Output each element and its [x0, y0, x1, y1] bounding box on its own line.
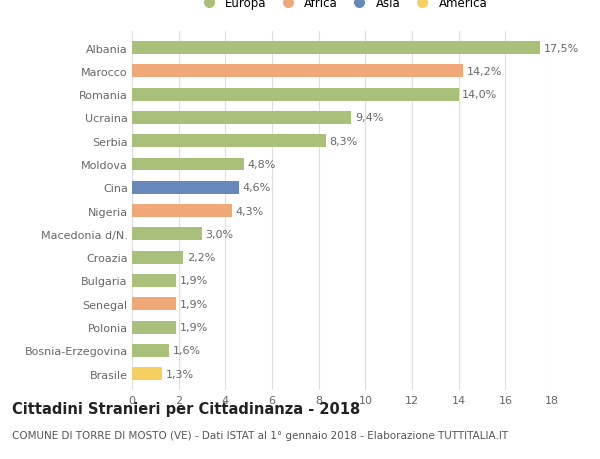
Bar: [132, 368, 163, 380]
Bar: [132, 251, 184, 264]
Text: 1,6%: 1,6%: [173, 346, 201, 356]
Text: 8,3%: 8,3%: [329, 136, 358, 146]
Text: 14,2%: 14,2%: [467, 67, 502, 77]
Text: 1,9%: 1,9%: [180, 322, 208, 332]
Text: 2,2%: 2,2%: [187, 252, 215, 263]
Bar: [132, 321, 176, 334]
Bar: [132, 65, 463, 78]
Text: 3,0%: 3,0%: [205, 230, 233, 240]
Bar: [132, 228, 202, 241]
Text: 1,9%: 1,9%: [180, 276, 208, 286]
Bar: [132, 274, 176, 287]
Bar: [132, 181, 239, 194]
Text: 17,5%: 17,5%: [544, 44, 579, 53]
Text: 9,4%: 9,4%: [355, 113, 383, 123]
Bar: [132, 205, 232, 218]
Bar: [132, 135, 326, 148]
Text: 1,3%: 1,3%: [166, 369, 194, 379]
Text: 1,9%: 1,9%: [180, 299, 208, 309]
Bar: [132, 89, 458, 101]
Text: 4,3%: 4,3%: [236, 206, 264, 216]
Bar: [132, 158, 244, 171]
Text: COMUNE DI TORRE DI MOSTO (VE) - Dati ISTAT al 1° gennaio 2018 - Elaborazione TUT: COMUNE DI TORRE DI MOSTO (VE) - Dati IST…: [12, 431, 508, 441]
Text: Cittadini Stranieri per Cittadinanza - 2018: Cittadini Stranieri per Cittadinanza - 2…: [12, 402, 360, 417]
Text: 4,6%: 4,6%: [243, 183, 271, 193]
Bar: [132, 112, 352, 124]
Text: 4,8%: 4,8%: [248, 160, 276, 170]
Legend: Europa, Africa, Asia, America: Europa, Africa, Asia, America: [197, 0, 487, 10]
Bar: [132, 42, 541, 55]
Text: 14,0%: 14,0%: [462, 90, 497, 100]
Bar: [132, 298, 176, 311]
Bar: [132, 344, 169, 357]
